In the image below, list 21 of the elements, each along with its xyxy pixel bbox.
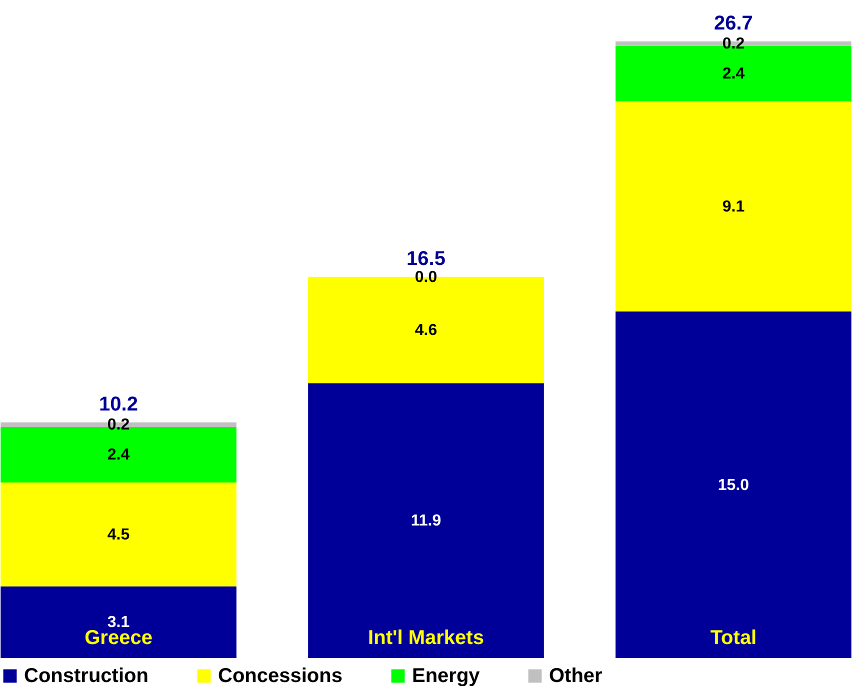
bar (0, 586, 236, 658)
bar (616, 312, 852, 658)
data-label: 9.1 (722, 198, 745, 216)
total-label: 16.5 (406, 248, 446, 270)
legend-label: Other (549, 665, 603, 687)
data-label: 4.6 (414, 322, 438, 340)
bar (0, 482, 236, 586)
legend-label: Concessions (218, 665, 342, 687)
x-tick-label: Total (710, 627, 757, 649)
total-label: 26.7 (714, 12, 753, 34)
data-label: 2.4 (107, 446, 130, 464)
data-label: 4.5 (107, 526, 130, 544)
data-label: 15.0 (718, 476, 750, 494)
total-label: 10.2 (99, 393, 138, 416)
bar (616, 101, 852, 312)
legend-label: Energy (412, 665, 481, 687)
data-label: 11.9 (410, 512, 442, 530)
legend-label: Construction (24, 665, 148, 687)
data-label: 2.4 (722, 66, 745, 83)
bar (308, 383, 544, 658)
x-tick-label: Int'l Markets (368, 627, 484, 649)
